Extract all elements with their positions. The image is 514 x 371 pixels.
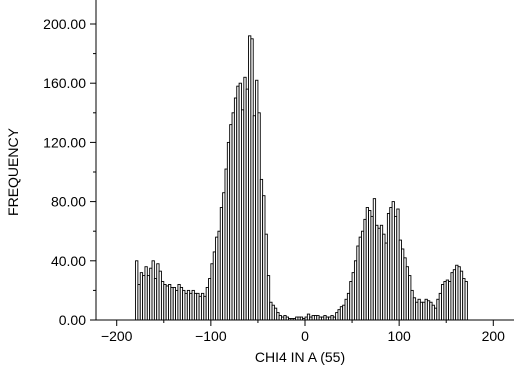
x-tick-label: 100 — [387, 328, 411, 344]
x-tick-label: 0 — [301, 328, 309, 344]
bars-group — [135, 35, 468, 321]
x-tick-label: −200 — [101, 328, 133, 344]
histogram-bar — [464, 281, 468, 321]
y-tick-label: 200.00 — [43, 16, 86, 32]
axes-group: 0.00 40.00 80.00 120.00 160.00 200.00 −200 −100… — [43, 0, 514, 344]
y-tick-label: 40.00 — [51, 253, 86, 269]
x-axis-title: CHI4 IN A (55) — [255, 349, 345, 365]
y-axis-title: FREQUENCY — [5, 127, 21, 216]
y-tick-label: 80.00 — [51, 194, 86, 210]
x-tick-label: 200 — [482, 328, 506, 344]
y-tick-label: 160.00 — [43, 75, 86, 91]
y-tick-label: 0.00 — [59, 312, 86, 328]
y-tick-label: 120.00 — [43, 134, 86, 150]
x-tick-label: −100 — [195, 328, 227, 344]
